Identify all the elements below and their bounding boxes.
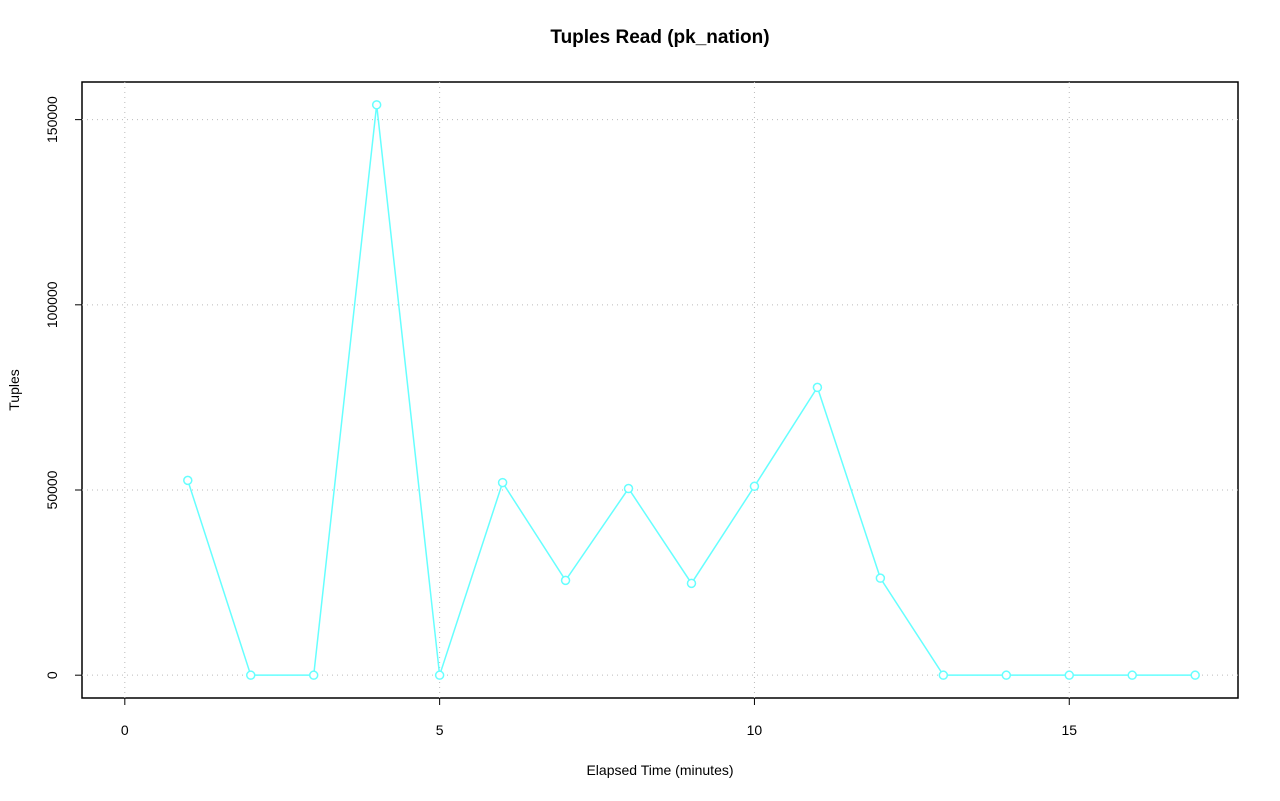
- data-point: [497, 477, 508, 488]
- data-point: [623, 483, 634, 494]
- data-point: [938, 670, 949, 680]
- chart-title: Tuples Read (pk_nation): [550, 27, 769, 48]
- x-tick-label: 15: [1061, 722, 1077, 738]
- data-point: [371, 100, 382, 110]
- y-tick-label: 150000: [44, 96, 60, 143]
- data-point: [1001, 670, 1012, 680]
- data-point: [434, 670, 445, 680]
- series-line: [187, 104, 1196, 676]
- y-axis-title: Tuples: [6, 369, 22, 411]
- data-point: [686, 578, 697, 589]
- y-tick-label: 0: [44, 671, 60, 679]
- data-point: [308, 670, 319, 680]
- x-tick-label: 10: [747, 722, 763, 738]
- y-tick-label: 50000: [44, 470, 60, 509]
- data-point: [875, 573, 886, 583]
- data-point: [245, 670, 256, 680]
- data-point: [1190, 670, 1200, 680]
- data-point: [749, 481, 760, 492]
- data-point: [1127, 670, 1137, 680]
- data-point: [560, 575, 571, 586]
- x-tick-label: 5: [436, 722, 444, 738]
- plot-frame: [81, 81, 1239, 699]
- data-point: [1064, 670, 1075, 680]
- data-point: [812, 382, 823, 393]
- x-axis-title: Elapsed Time (minutes): [586, 762, 733, 778]
- data-point: [183, 475, 193, 486]
- x-tick-label: 0: [121, 722, 129, 738]
- y-tick-label: 100000: [44, 281, 60, 328]
